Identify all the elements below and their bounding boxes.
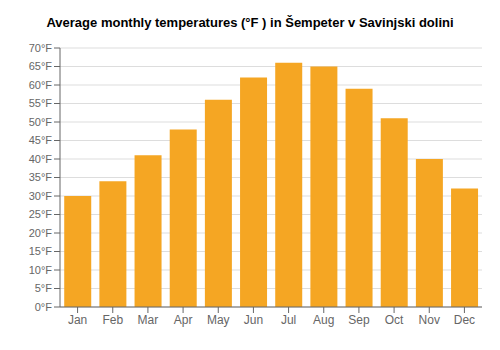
svg-text:Feb: Feb <box>102 313 123 327</box>
svg-text:Sep: Sep <box>348 313 370 327</box>
svg-text:40°F: 40°F <box>29 153 53 165</box>
svg-text:20°F: 20°F <box>29 227 53 239</box>
svg-text:Apr: Apr <box>174 313 193 327</box>
svg-text:0°F: 0°F <box>35 301 53 313</box>
svg-text:Jun: Jun <box>244 313 263 327</box>
svg-text:50°F: 50°F <box>29 116 53 128</box>
svg-text:55°F: 55°F <box>29 97 53 109</box>
svg-text:45°F: 45°F <box>29 134 53 146</box>
html-text:Average monthly temperatures (: Average monthly temperatures (°F ) in Še… <box>46 15 454 30</box>
svg-text:Jul: Jul <box>281 313 296 327</box>
svg-text:70°F: 70°F <box>29 42 53 54</box>
svg-text:25°F: 25°F <box>29 208 53 220</box>
svg-text:Mar: Mar <box>138 313 159 327</box>
svg-text:Oct: Oct <box>385 313 404 327</box>
svg-text:60°F: 60°F <box>29 79 53 91</box>
svg-text:Jan: Jan <box>68 313 87 327</box>
svg-text:5°F: 5°F <box>35 282 53 294</box>
svg-text:Nov: Nov <box>419 313 440 327</box>
svg-text:Aug: Aug <box>313 313 334 327</box>
svg-text:10°F: 10°F <box>29 264 53 276</box>
svg-text:15°F: 15°F <box>29 245 53 257</box>
svg-text:30°F: 30°F <box>29 190 53 202</box>
svg-text:35°F: 35°F <box>29 171 53 183</box>
svg-text:Dec: Dec <box>454 313 475 327</box>
svg-text:65°F: 65°F <box>29 60 53 72</box>
svg-text:May: May <box>207 313 230 327</box>
